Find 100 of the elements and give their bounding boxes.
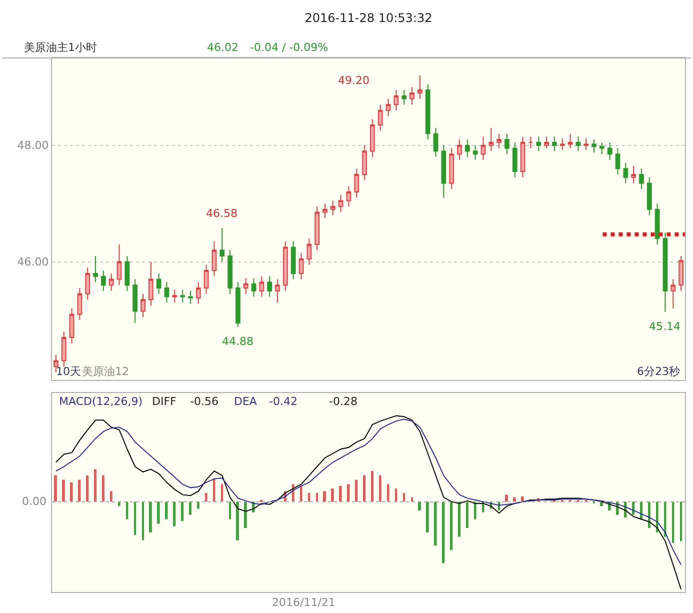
candlestick xyxy=(592,139,596,153)
candlestick xyxy=(496,133,502,149)
candlestick xyxy=(662,232,668,312)
text: DIFF xyxy=(152,395,176,408)
candlestick xyxy=(615,148,620,175)
text: DEA xyxy=(234,395,258,408)
bar xyxy=(165,502,168,520)
candlestick xyxy=(599,142,604,155)
candlestick xyxy=(464,139,470,158)
candlestick xyxy=(654,203,660,245)
bar xyxy=(403,492,406,502)
candlestick xyxy=(402,90,407,106)
candlestick xyxy=(552,136,557,152)
candlestick xyxy=(449,148,454,190)
bar xyxy=(505,494,508,502)
annotation: 49.20 xyxy=(338,74,370,87)
candlestick xyxy=(77,288,82,321)
candlestick xyxy=(172,289,178,304)
bar xyxy=(173,502,176,526)
candlestick xyxy=(346,186,352,207)
ref-line-label: 0.00 xyxy=(22,495,46,508)
bar xyxy=(189,502,192,515)
candlestick xyxy=(457,139,462,160)
bar xyxy=(355,480,358,502)
candlestick xyxy=(54,354,58,373)
bar xyxy=(363,475,366,502)
candlestick xyxy=(623,162,628,184)
candlestick xyxy=(93,255,98,283)
candlestick xyxy=(472,144,478,160)
bar xyxy=(102,475,104,502)
candlestick xyxy=(196,282,201,304)
bar xyxy=(181,502,184,521)
candlestick xyxy=(156,272,162,294)
bar xyxy=(672,502,674,543)
bar xyxy=(323,491,326,502)
candlestick xyxy=(322,203,328,219)
candlestick xyxy=(378,104,383,132)
candlestick xyxy=(243,278,248,294)
candlestick xyxy=(220,228,225,262)
candlestick xyxy=(362,144,367,181)
bar xyxy=(632,502,635,515)
candlestick xyxy=(560,138,565,150)
candlestick xyxy=(69,308,74,344)
annotation: 45.14 xyxy=(649,320,680,333)
bar xyxy=(78,480,81,502)
candlestick xyxy=(314,206,320,251)
candlestick xyxy=(607,142,612,160)
bar xyxy=(426,502,429,532)
candlestick xyxy=(354,168,360,198)
text: 2016/11/21 xyxy=(272,596,336,609)
candlestick xyxy=(204,264,209,294)
candlestick xyxy=(520,136,526,178)
bar xyxy=(110,491,112,502)
annotation: 10天 xyxy=(56,365,81,378)
text: -0.28 xyxy=(329,395,358,408)
candlestick xyxy=(386,98,391,117)
bar xyxy=(387,484,390,502)
bar xyxy=(197,502,200,509)
candlestick xyxy=(164,282,170,304)
candlestick xyxy=(188,290,193,304)
bar xyxy=(86,475,89,502)
candlestick xyxy=(670,278,676,309)
candlestick xyxy=(512,142,518,178)
candlestick xyxy=(148,261,154,306)
annotation: 美原油12 xyxy=(82,365,129,378)
y-tick-label: 46.00 xyxy=(17,256,49,269)
bar xyxy=(339,486,342,502)
bar xyxy=(648,502,650,528)
candlestick xyxy=(584,138,589,150)
bar xyxy=(142,502,144,540)
candlestick xyxy=(306,238,312,266)
candlestick xyxy=(116,244,122,286)
candlestick xyxy=(100,270,106,292)
bar xyxy=(656,502,658,532)
candlestick xyxy=(275,278,280,304)
candlestick xyxy=(228,250,232,294)
candlestick xyxy=(639,168,644,190)
bar xyxy=(229,502,232,520)
candlestick xyxy=(259,276,264,298)
candlestick xyxy=(631,165,636,184)
candlestick xyxy=(504,133,510,155)
bar xyxy=(62,480,65,502)
bar xyxy=(126,502,128,520)
bar xyxy=(347,484,350,502)
candlestick xyxy=(488,127,494,152)
text: 46.02 xyxy=(207,41,238,54)
chart-title: 2016-11-28 10:53:32 xyxy=(304,11,432,26)
candlestick xyxy=(251,278,256,298)
bar xyxy=(434,502,437,546)
bar xyxy=(331,488,334,502)
candlestick xyxy=(282,240,288,292)
bar xyxy=(236,502,239,540)
candlestick xyxy=(425,84,430,140)
candlestick xyxy=(290,240,296,280)
candlestick xyxy=(410,86,414,106)
bar xyxy=(205,492,208,502)
bar xyxy=(221,484,224,502)
bar xyxy=(157,502,160,524)
text: 美原油主1小时 xyxy=(24,41,97,54)
candlestick xyxy=(678,255,684,292)
